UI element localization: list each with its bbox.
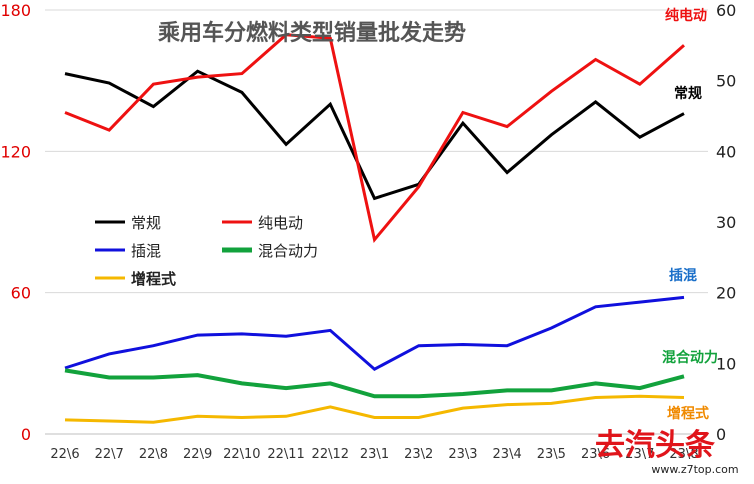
watermark-logo: 去汽头条	[595, 428, 715, 463]
watermark-url: www.z7top.com	[651, 463, 738, 476]
series-end-label-4: 混合动力	[662, 349, 718, 366]
series-line-2	[64, 33, 685, 244]
y-tick-right-40: 40	[716, 142, 736, 161]
gridlines	[45, 9, 708, 435]
y-tick-left-180: 180	[0, 1, 31, 20]
x-tick-label: 22\6	[50, 447, 79, 462]
x-tick-label: 22\7	[95, 447, 124, 462]
y-tick-right-0: 0	[716, 425, 726, 444]
y-tick-right-50: 50	[716, 72, 736, 91]
series-lines	[64, 33, 685, 424]
x-tick-label: 22\12	[312, 447, 349, 462]
series-line-4	[64, 368, 685, 399]
x-tick-label: 23\3	[448, 447, 477, 462]
chart-title: 乘用车分燃料类型销量批发走势	[157, 20, 466, 46]
y-tick-right-20: 20	[716, 284, 736, 303]
x-tick-label: 23\1	[360, 447, 389, 462]
legend-label-1: 常规	[131, 214, 161, 232]
series-line-3	[64, 295, 685, 372]
x-axis: 22\6 22\7 22\8 22\9 22\10 22\11 22\12 23\1 23\2 2…	[50, 447, 698, 462]
legend-label-2: 纯电动	[258, 214, 303, 232]
watermark: 去汽头条 www.z7top.com	[595, 428, 739, 476]
series-line-1	[64, 69, 685, 201]
legend-label-4: 混合动力	[258, 242, 318, 260]
y-tick-left-120: 120	[0, 142, 31, 161]
legend-label-3: 插混	[131, 242, 161, 260]
y-tick-left-60: 60	[11, 284, 31, 303]
y-axis-right: 0 10 20 30 40 50 60	[716, 1, 736, 444]
x-tick-label: 23\8	[669, 447, 698, 462]
y-tick-right-60: 60	[716, 1, 736, 20]
y-tick-right-10: 10	[716, 354, 736, 373]
x-tick-label: 22\8	[139, 447, 168, 462]
series-end-label-3: 插混	[669, 267, 697, 284]
series-line-5	[64, 394, 685, 424]
x-tick-label: 23\4	[493, 447, 522, 462]
y-axis-left: 0 60 120 180	[0, 1, 31, 444]
legend-label-5: 增程式	[131, 270, 176, 288]
x-tick-label: 22\10	[223, 447, 260, 462]
x-tick-label: 22\9	[183, 447, 212, 462]
x-tick-label: 23\2	[404, 447, 433, 462]
x-tick-label: 23\5	[537, 447, 566, 462]
series-end-label-2: 常规	[674, 85, 702, 102]
y-tick-right-30: 30	[716, 213, 736, 232]
x-tick-label: 23\6	[581, 447, 610, 462]
x-tick-label: 22\11	[267, 447, 304, 462]
series-end-label-5: 增程式	[667, 405, 709, 422]
x-tick-label: 23\7	[625, 447, 654, 462]
series-end-label-1: 纯电动	[665, 7, 707, 24]
y-tick-left-0: 0	[21, 425, 31, 444]
